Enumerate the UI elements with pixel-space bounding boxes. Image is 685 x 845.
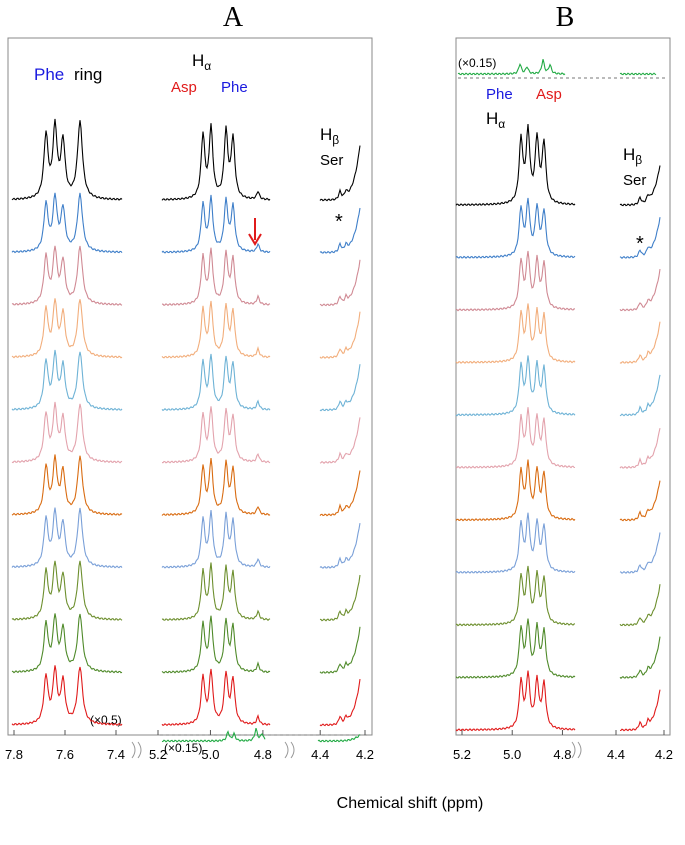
label: Asp	[171, 79, 197, 96]
label: ring	[74, 65, 102, 84]
spectrum	[161, 300, 271, 359]
spectrum	[317, 734, 361, 743]
spectrum	[161, 668, 271, 727]
spectrum	[161, 353, 271, 412]
spectrum	[161, 562, 271, 621]
spectrum	[11, 401, 123, 464]
spectrum	[319, 523, 361, 569]
spectrum	[161, 727, 266, 743]
spectrum	[319, 207, 361, 254]
spectrum	[161, 509, 271, 569]
panel-title: B	[556, 2, 575, 33]
label: Phe	[34, 65, 64, 84]
spectrum	[455, 250, 576, 312]
spectrum	[455, 618, 576, 679]
label: Phe	[486, 86, 513, 103]
label: *	[636, 233, 644, 255]
arrow-head	[248, 233, 262, 246]
panel-frame	[455, 37, 671, 736]
x-tick-label: 7.4	[107, 747, 125, 762]
spectrum	[11, 613, 123, 674]
spectrum	[319, 626, 361, 674]
axis-break	[131, 741, 582, 759]
x-tick-label: 4.8	[254, 747, 272, 762]
spectrum	[455, 355, 576, 417]
x-tick-label: 7.8	[5, 747, 23, 762]
spectrum	[455, 459, 576, 522]
spectrum	[319, 679, 361, 727]
spectrum	[319, 145, 361, 202]
x-tick-label: 5.2	[149, 747, 167, 762]
spectrum	[619, 374, 661, 417]
x-tick-label: 4.2	[356, 747, 374, 762]
x-tick-label: 4.4	[311, 747, 329, 762]
spectrum	[11, 192, 123, 254]
spectrum	[319, 259, 361, 307]
spectrum	[619, 72, 657, 76]
spectrum	[319, 470, 361, 517]
x-tick-label: 5.2	[453, 747, 471, 762]
spectrum	[11, 245, 123, 306]
spectrum	[619, 532, 661, 574]
label: (×0.15)	[164, 741, 202, 755]
spectrum	[619, 217, 661, 259]
spectrum	[161, 458, 271, 516]
spectrum	[455, 670, 576, 732]
spectrum	[161, 194, 271, 254]
x-tick-label: 4.4	[607, 747, 625, 762]
spectrum	[619, 269, 661, 312]
x-axis-label: Chemical shift (ppm)	[337, 795, 484, 812]
spectrum	[319, 417, 361, 464]
label: Ser	[320, 152, 343, 169]
spectrum	[319, 574, 361, 622]
label: Hα	[486, 109, 505, 131]
spectrum	[457, 59, 566, 76]
label: *	[335, 211, 343, 233]
spectrum	[161, 615, 271, 674]
spectrum	[619, 689, 661, 732]
x-tick-label: 5.0	[503, 747, 521, 762]
x-tick-label: 4.8	[553, 747, 571, 762]
panel-title: A	[223, 2, 244, 33]
spectrum	[455, 303, 576, 364]
spectrum	[319, 364, 361, 412]
label: Ser	[623, 172, 646, 189]
panel-frame	[7, 37, 373, 736]
spectrum	[161, 406, 271, 464]
x-tick-label: 4.2	[655, 747, 673, 762]
spectrum	[455, 124, 576, 207]
label: Hα	[192, 51, 211, 73]
spectrum	[11, 665, 123, 726]
spectrum	[161, 247, 271, 307]
spectrum	[161, 123, 271, 201]
label: Phe	[221, 79, 248, 96]
spectrum	[11, 454, 123, 516]
spectrum	[11, 118, 123, 201]
spectrum	[455, 565, 576, 627]
spectrum	[319, 311, 361, 359]
label: Asp	[536, 86, 562, 103]
label: Hβ	[623, 145, 642, 167]
spectrum	[455, 512, 576, 574]
spectrum	[619, 321, 661, 364]
x-tick-label: 5.0	[201, 747, 219, 762]
label: (×0.15)	[458, 56, 496, 70]
spectrum	[11, 349, 123, 411]
x-tick-label: 7.6	[56, 747, 74, 762]
spectrum	[11, 298, 123, 359]
label: Hβ	[320, 125, 339, 147]
spectrum	[619, 636, 661, 679]
spectrum	[455, 407, 576, 469]
spectrum	[619, 480, 661, 522]
spectrum	[11, 560, 123, 621]
spectrum	[619, 584, 661, 627]
spectrum	[619, 165, 661, 207]
spectrum	[11, 507, 123, 569]
spectrum	[619, 427, 661, 469]
spectrum	[455, 197, 576, 259]
